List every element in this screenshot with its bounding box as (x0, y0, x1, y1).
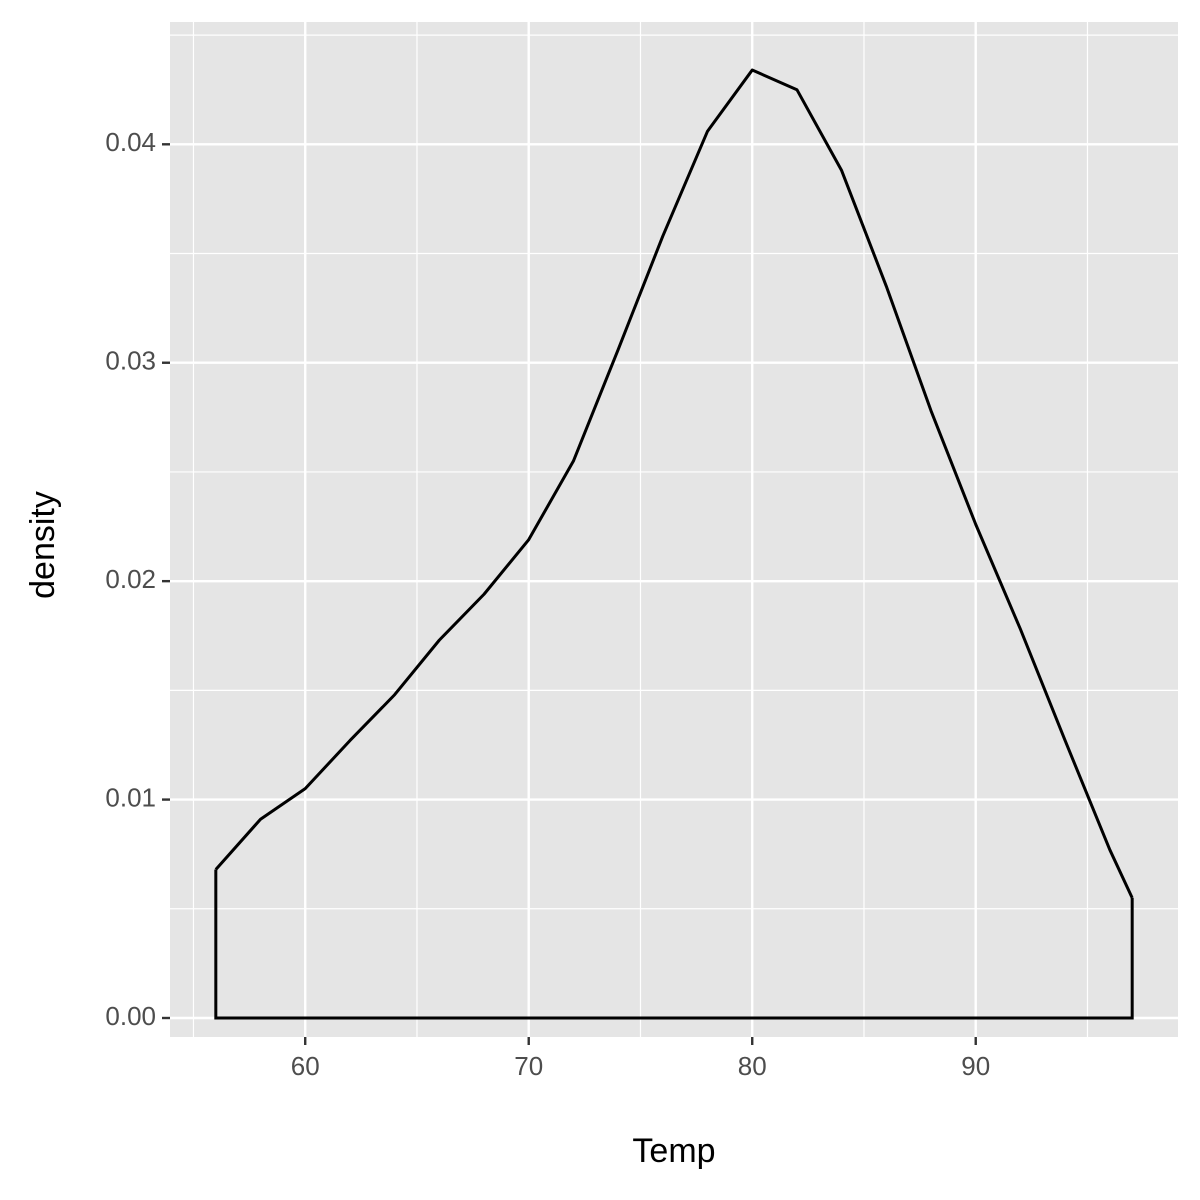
plot-panel (170, 22, 1178, 1037)
y-tick-label: 0.04 (105, 127, 156, 157)
density-outline (214, 869, 1134, 1020)
x-tick-label: 90 (961, 1051, 990, 1081)
y-axis-title: density (24, 491, 62, 599)
density-curve (214, 68, 1134, 899)
marks (214, 68, 1134, 1020)
y-tick-label: 0.00 (105, 1001, 156, 1031)
x-tick-label: 60 (291, 1051, 320, 1081)
grid (170, 22, 1178, 1037)
y-tick-label: 0.03 (105, 346, 156, 376)
y-tick-label: 0.01 (105, 782, 156, 812)
x-tick-label: 70 (514, 1051, 543, 1081)
x-axis-title: Temp (632, 1132, 715, 1170)
y-tick-label: 0.02 (105, 564, 156, 594)
x-tick-label: 80 (738, 1051, 767, 1081)
